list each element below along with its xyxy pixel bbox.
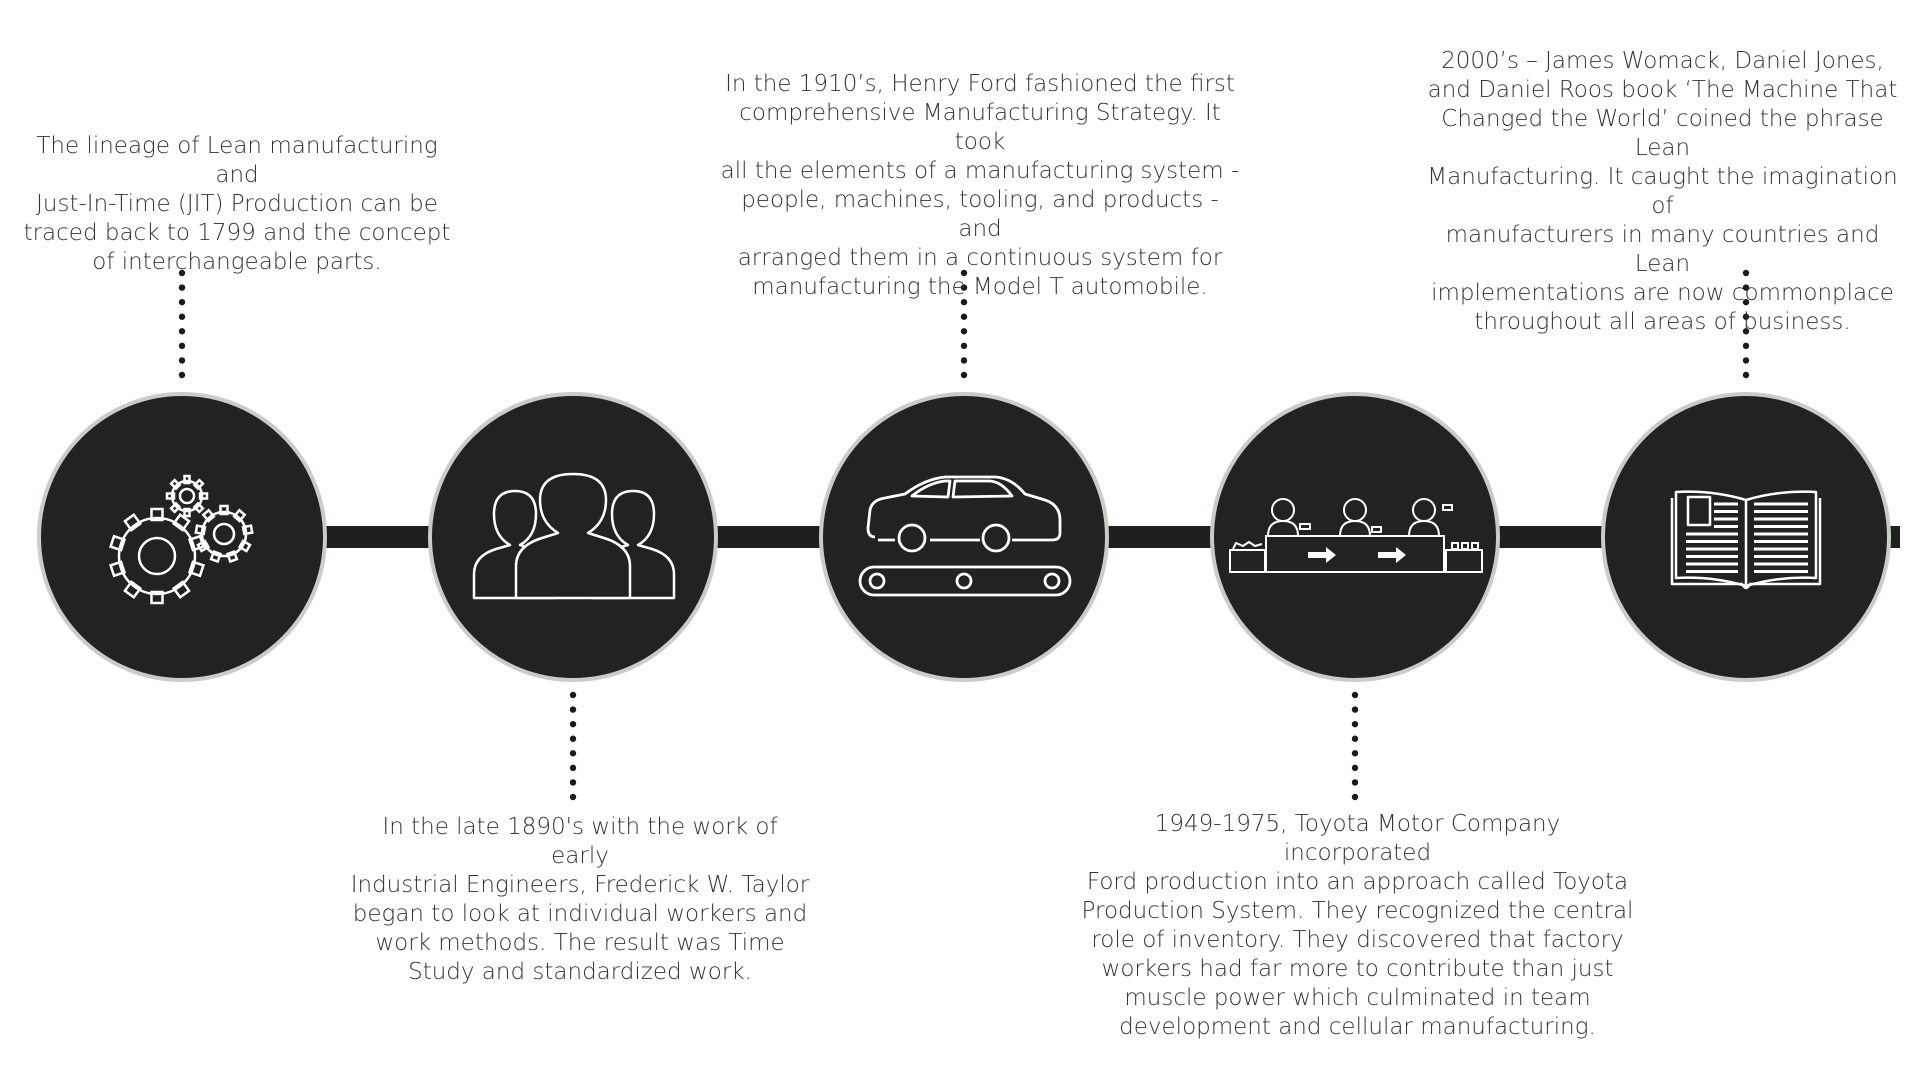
caption-line: 2000’s – James Womack, Daniel Jones, <box>1441 48 1884 74</box>
leader-dots-5 <box>1742 269 1750 379</box>
leader-dots-1 <box>178 269 186 379</box>
milestone-caption-3: In the 1910’s, Henry Ford fashioned the … <box>720 70 1240 302</box>
caption-line: of interchangeable parts. <box>92 249 382 275</box>
caption-line: In the 1910’s, Henry Ford fashioned the … <box>725 71 1235 97</box>
car-conveyor-icon <box>858 475 1072 597</box>
milestone-caption-4: 1949-1975, Toyota Motor Company incorpor… <box>1080 810 1635 1042</box>
milestone-circle-5 <box>1601 392 1891 682</box>
caption-line: implementations are now commonplace <box>1431 280 1894 306</box>
caption-line: Just-In-Time (JIT) Production can be <box>36 191 438 217</box>
caption-line: In the late 1890's with the work of earl… <box>382 814 778 869</box>
production-line-icon <box>1229 498 1483 573</box>
caption-line: people, machines, tooling, and products … <box>741 187 1219 242</box>
milestone-caption-1: The lineage of Lean manufacturing and Ju… <box>22 132 452 277</box>
caption-line: Manufacturing. It caught the imagination… <box>1427 164 1898 219</box>
milestone-caption-2: In the late 1890's with the work of earl… <box>350 813 810 987</box>
caption-line: role of inventory. They discovered that … <box>1091 927 1624 953</box>
caption-line: all the elements of a manufacturing syst… <box>720 158 1240 184</box>
leader-dots-2 <box>569 691 577 801</box>
caption-line: and Daniel Roos book ‘The Machine That <box>1427 77 1898 103</box>
caption-line: Ford production into an approach called … <box>1086 869 1629 895</box>
caption-line: work methods. The result was Time <box>375 930 785 956</box>
leader-dots-4 <box>1351 691 1359 801</box>
caption-line: throughout all areas of business. <box>1474 309 1851 335</box>
caption-line: The lineage of Lean manufacturing and <box>36 133 438 188</box>
milestone-circle-1 <box>37 392 327 682</box>
caption-line: development and cellular manufacturing. <box>1119 1014 1596 1040</box>
caption-line: manufacturing the Model T automobile. <box>752 274 1208 300</box>
caption-line: muscle power which culminated in team <box>1124 985 1591 1011</box>
caption-line: arranged them in a continuous system for <box>737 245 1223 271</box>
milestone-circle-2 <box>428 392 718 682</box>
arrow-right-icon <box>1308 547 1406 563</box>
milestone-circle-4 <box>1210 392 1500 682</box>
milestone-caption-5: 2000’s – James Womack, Daniel Jones, and… <box>1420 47 1905 337</box>
milestone-circle-3 <box>819 392 1109 682</box>
gears-icon <box>109 474 254 605</box>
leader-dots-3 <box>960 269 968 379</box>
caption-line: Changed the World’ coined the phrase Lea… <box>1441 106 1884 161</box>
caption-line: workers had far more to contribute than … <box>1101 956 1614 982</box>
open-book-icon <box>1670 490 1822 590</box>
caption-line: 1949-1975, Toyota Motor Company incorpor… <box>1154 811 1561 866</box>
caption-line: began to look at individual workers and <box>352 901 808 927</box>
caption-line: Industrial Engineers, Frederick W. Taylo… <box>350 872 810 898</box>
caption-line: manufacturers in many countries and Lean <box>1445 222 1880 277</box>
caption-line: Study and standardized work. <box>408 959 752 985</box>
caption-line: traced back to 1799 and the concept <box>23 220 451 246</box>
caption-line: comprehensive Manufacturing Strategy. It… <box>739 100 1221 155</box>
people-icon <box>472 472 676 600</box>
caption-line: Production System. They recognized the c… <box>1081 898 1634 924</box>
